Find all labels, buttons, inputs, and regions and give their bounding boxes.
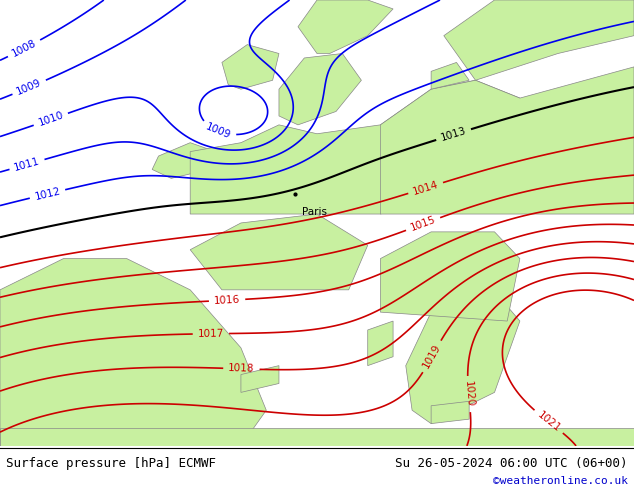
Text: 1009: 1009 [15, 77, 43, 97]
Polygon shape [152, 143, 216, 178]
Polygon shape [380, 67, 634, 214]
Polygon shape [190, 214, 368, 290]
Text: ©weatheronline.co.uk: ©weatheronline.co.uk [493, 476, 628, 487]
Text: Su 26-05-2024 06:00 UTC (06+00): Su 26-05-2024 06:00 UTC (06+00) [395, 457, 628, 470]
Text: 1018: 1018 [228, 364, 255, 374]
Polygon shape [406, 276, 520, 423]
Text: 1021: 1021 [535, 410, 562, 434]
Polygon shape [241, 366, 279, 392]
Polygon shape [444, 0, 634, 80]
Polygon shape [222, 45, 279, 89]
Polygon shape [298, 0, 393, 53]
Polygon shape [431, 62, 469, 89]
Text: 1013: 1013 [439, 126, 468, 143]
Text: 1008: 1008 [10, 38, 38, 59]
Polygon shape [431, 401, 469, 423]
Polygon shape [0, 428, 634, 446]
Text: 1009: 1009 [204, 122, 233, 141]
Text: 1014: 1014 [411, 179, 440, 196]
Polygon shape [279, 53, 361, 125]
Polygon shape [368, 321, 393, 366]
Polygon shape [190, 80, 520, 214]
Text: 1019: 1019 [421, 343, 443, 370]
Text: 1011: 1011 [13, 156, 41, 173]
Text: 1017: 1017 [198, 329, 224, 339]
Text: 1010: 1010 [37, 110, 65, 128]
Text: 1015: 1015 [409, 215, 437, 233]
Text: Paris: Paris [302, 207, 327, 218]
Polygon shape [380, 232, 520, 321]
Polygon shape [0, 259, 266, 446]
Text: 1020: 1020 [463, 381, 475, 408]
Text: 1012: 1012 [34, 186, 61, 202]
Text: 1016: 1016 [214, 294, 240, 306]
Text: Surface pressure [hPa] ECMWF: Surface pressure [hPa] ECMWF [6, 457, 216, 470]
